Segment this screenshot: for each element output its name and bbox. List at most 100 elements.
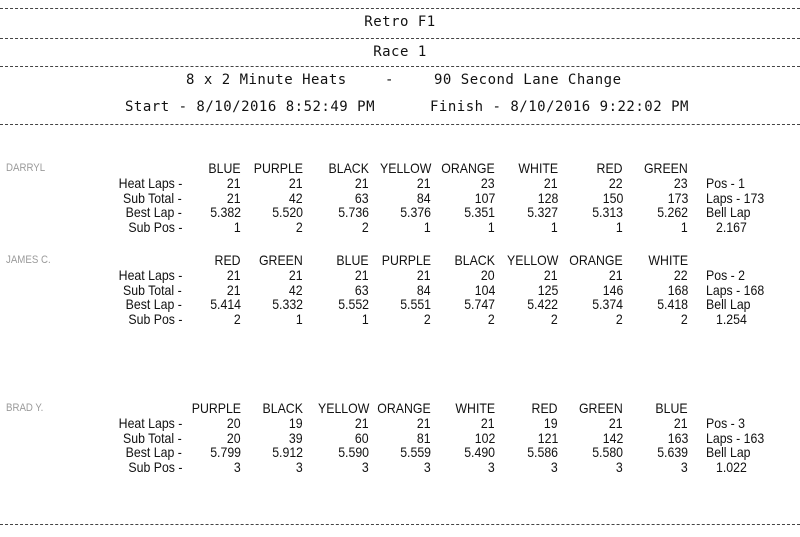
summary-1: Laps - 173 <box>706 189 765 206</box>
lane-header: BLACK <box>454 252 495 268</box>
row-label: Sub Pos - <box>127 310 182 327</box>
summary-0: Pos - 1 <box>706 175 746 191</box>
cell-sub-total: 42 <box>289 189 303 206</box>
cell-sub-total: 21 <box>227 281 241 298</box>
summary-3: 1.022 <box>716 458 747 475</box>
cell-sub-pos: 1 <box>488 218 495 235</box>
lane-header: BLACK <box>262 400 303 416</box>
cell-sub-pos: 3 <box>681 458 688 475</box>
cell-heat-laps: 20 <box>227 415 241 431</box>
cell-sub-total: 150 <box>602 189 623 206</box>
cell-sub-total: 102 <box>474 429 495 446</box>
cell-heat-laps: 23 <box>674 175 688 191</box>
lane-header: RED <box>596 160 623 176</box>
lane-header: RED <box>214 252 241 268</box>
cell-sub-total: 60 <box>355 429 369 446</box>
cell-heat-laps: 20 <box>481 267 495 283</box>
cell-best-lap: 5.586 <box>527 444 558 460</box>
sheet-title: Retro F1 <box>364 14 436 30</box>
cell-sub-pos: 3 <box>551 458 558 475</box>
start-time: Start - 8/10/2016 8:52:49 PM <box>125 99 376 115</box>
cell-best-lap: 5.414 <box>210 296 241 312</box>
lane-header: YELLOW <box>317 400 369 416</box>
cell-sub-pos: 3 <box>362 458 369 475</box>
cell-sub-total: 146 <box>602 281 623 298</box>
lane-header: ORANGE <box>569 252 623 268</box>
row-label: Sub Total - <box>123 189 182 206</box>
row-label: Heat Laps - <box>118 415 182 431</box>
cell-heat-laps: 21 <box>609 415 623 431</box>
lane-header: BLACK <box>328 160 369 176</box>
lane-header: ORANGE <box>441 160 495 176</box>
row-label: Sub Pos - <box>127 218 182 235</box>
lane-header: PURPLE <box>381 252 431 268</box>
cell-sub-total: 81 <box>417 429 431 446</box>
cell-sub-total: 63 <box>355 189 369 206</box>
row-label: Heat Laps - <box>118 267 182 283</box>
format-separator: - <box>385 72 394 88</box>
cell-sub-pos: 1 <box>681 218 688 235</box>
row-label: Best Lap - <box>125 204 182 220</box>
cell-sub-total: 84 <box>417 189 431 206</box>
cell-sub-total: 128 <box>537 189 558 206</box>
cell-heat-laps: 21 <box>544 267 558 283</box>
cell-sub-pos: 3 <box>424 458 431 475</box>
cell-heat-laps: 19 <box>544 415 558 431</box>
divider <box>0 38 800 39</box>
cell-sub-total: 125 <box>537 281 558 298</box>
summary-1: Laps - 168 <box>706 281 765 298</box>
cell-sub-total: 42 <box>289 281 303 298</box>
cell-sub-total: 121 <box>537 429 558 446</box>
cell-best-lap: 5.580 <box>592 444 623 460</box>
cell-heat-laps: 21 <box>674 415 688 431</box>
lane-header: ORANGE <box>377 400 431 416</box>
cell-sub-total: 168 <box>667 281 688 298</box>
lane-header: WHITE <box>648 252 688 268</box>
divider <box>0 8 800 9</box>
lane-header: YELLOW <box>379 160 431 176</box>
summary-0: Pos - 2 <box>706 267 746 283</box>
racer-block: JAMES C. RED GREEN BLUE PURPLE BLACK YELLOW ORA… <box>0 252 800 342</box>
heat-format: 8 x 2 Minute Heats <box>186 72 347 88</box>
cell-sub-total: 21 <box>227 189 241 206</box>
cell-heat-laps: 21 <box>417 415 431 431</box>
lane-header: BLUE <box>655 400 688 416</box>
cell-sub-total: 63 <box>355 281 369 298</box>
racer-name: DARRYL <box>6 162 46 174</box>
lane-header: BLUE <box>208 160 241 176</box>
cell-sub-total: 104 <box>474 281 495 298</box>
cell-heat-laps: 21 <box>417 175 431 191</box>
cell-heat-laps: 23 <box>481 175 495 191</box>
cell-heat-laps: 21 <box>355 175 369 191</box>
cell-heat-laps: 21 <box>355 267 369 283</box>
cell-best-lap: 5.376 <box>400 204 431 220</box>
racer-block: DARRYL BLUE PURPLE BLACK YELLOW ORANGE WHITE RE… <box>0 160 800 250</box>
cell-heat-laps: 22 <box>609 175 623 191</box>
cell-best-lap: 5.262 <box>657 204 688 220</box>
cell-heat-laps: 21 <box>289 175 303 191</box>
cell-best-lap: 5.639 <box>657 444 688 460</box>
cell-heat-laps: 21 <box>609 267 623 283</box>
cell-best-lap: 5.590 <box>338 444 369 460</box>
cell-sub-pos: 2 <box>424 310 431 327</box>
cell-sub-pos: 1 <box>616 218 623 235</box>
cell-best-lap: 5.747 <box>464 296 495 312</box>
cell-sub-pos: 1 <box>296 310 303 327</box>
lane-header: WHITE <box>518 160 558 176</box>
cell-best-lap: 5.490 <box>464 444 495 460</box>
cell-heat-laps: 19 <box>289 415 303 431</box>
cell-best-lap: 5.351 <box>464 204 495 220</box>
divider <box>0 66 800 67</box>
cell-sub-pos: 2 <box>488 310 495 327</box>
cell-best-lap: 5.912 <box>272 444 303 460</box>
row-label: Sub Pos - <box>127 458 182 475</box>
cell-best-lap: 5.551 <box>400 296 431 312</box>
cell-heat-laps: 21 <box>227 175 241 191</box>
cell-best-lap: 5.552 <box>338 296 369 312</box>
cell-sub-pos: 1 <box>362 310 369 327</box>
cell-sub-pos: 2 <box>362 218 369 235</box>
cell-sub-total: 163 <box>667 429 688 446</box>
cell-best-lap: 5.559 <box>400 444 431 460</box>
cell-heat-laps: 21 <box>227 267 241 283</box>
